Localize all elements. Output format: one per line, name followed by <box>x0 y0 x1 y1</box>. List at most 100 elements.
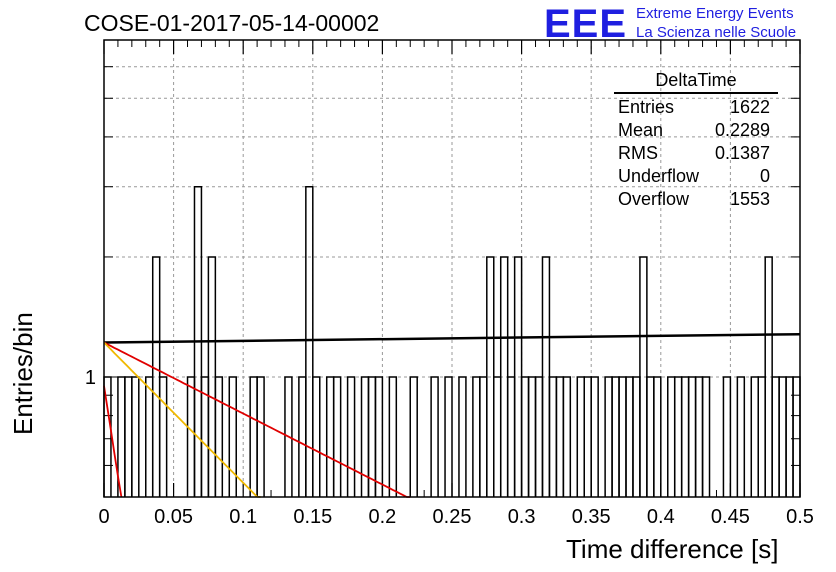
stats-title: DeltaTime <box>614 70 778 94</box>
histogram-bar <box>430 376 439 497</box>
histogram-bar <box>680 376 690 497</box>
histogram-bar <box>145 376 154 497</box>
histogram-bar <box>214 376 224 497</box>
stats-row-rms: RMS 0.1387 <box>614 142 778 165</box>
stats-box: DeltaTime Entries 1622 Mean 0.2289 RMS 0.13… <box>614 70 778 211</box>
histogram-bar <box>576 376 585 497</box>
histogram-bar <box>493 376 502 497</box>
y-axis-label: Entries/bin <box>8 312 38 435</box>
histogram-bar <box>653 376 662 497</box>
histogram-bar <box>701 376 711 497</box>
histogram-bar <box>228 376 237 497</box>
histogram-bar <box>325 376 335 497</box>
stats-label: Underflow <box>618 166 700 186</box>
stats-row-mean: Mean 0.2289 <box>614 119 778 142</box>
histogram-bar <box>673 376 683 497</box>
stats-value: 1622 <box>729 97 770 117</box>
histogram-bar <box>534 376 544 497</box>
histogram-bar <box>458 376 467 497</box>
stats-row-underflow: Underflow 0 <box>614 165 778 188</box>
histogram-bar <box>625 376 634 497</box>
histogram-bar <box>312 376 321 497</box>
histogram-bar <box>520 376 530 497</box>
x-tick-label: 0 <box>98 506 109 528</box>
eee-logo: EEE <box>544 2 628 46</box>
stats-value: 0.2289 <box>714 120 770 140</box>
histogram-bar <box>506 376 516 497</box>
histogram-bar <box>298 376 307 497</box>
x-tick-label: 0.2 <box>368 506 396 528</box>
histogram-bar <box>360 376 370 497</box>
logo-line-1: Extreme Energy Events <box>636 5 794 22</box>
fit-curve-exp-red-long <box>103 341 411 498</box>
histogram-bar <box>124 376 133 497</box>
histogram-bar <box>611 376 620 497</box>
x-tick-label: 0.5 <box>786 506 814 528</box>
y-tick-labels: 1 <box>85 367 96 389</box>
histogram-bar <box>374 376 384 497</box>
x-tick-labels: 0 0.05 0.1 0.15 0.2 0.25 0.3 0.35 0.4 0.45 0.5 <box>98 506 813 528</box>
histogram-bar <box>757 376 766 497</box>
x-tick-label: 0.3 <box>508 506 536 528</box>
histogram-bar <box>667 376 676 497</box>
stats-value: 0.1387 <box>714 143 770 163</box>
fit-curves <box>103 332 801 498</box>
histogram-bar <box>694 376 704 497</box>
histogram-bar <box>632 376 641 497</box>
histogram-bar <box>256 376 265 497</box>
histogram-bar <box>332 376 342 497</box>
stats-label: Overflow <box>618 189 690 209</box>
histogram-bar <box>750 376 759 497</box>
fit-curve-exp-red-steep <box>103 385 123 498</box>
histogram-bar <box>131 376 140 497</box>
histogram-bar <box>186 376 196 497</box>
fit-curve-exp-yellow <box>103 341 261 498</box>
histogram-bar <box>618 376 627 497</box>
histogram-bar <box>555 376 565 497</box>
x-tick-label: 0.1 <box>229 506 257 528</box>
histogram-bar <box>687 376 697 497</box>
logo-caption: Extreme Energy Events La Scienza nelle S… <box>636 4 796 42</box>
logo-line-2: La Scienza nelle Scuole <box>636 24 797 41</box>
stats-label: Mean <box>618 120 664 140</box>
histogram-bar <box>646 376 655 497</box>
x-tick-label: 0.4 <box>647 506 675 528</box>
histogram-bar <box>444 376 453 497</box>
histogram-bar <box>527 376 537 497</box>
stats-row-entries: Entries 1622 <box>614 96 778 119</box>
x-tick-label: 0.15 <box>293 506 332 528</box>
histogram-bar <box>346 376 356 497</box>
histogram-bar <box>249 376 258 497</box>
y-tick-label: 1 <box>85 367 96 389</box>
histogram-bar <box>479 376 488 497</box>
stats-value: 0 <box>759 166 770 186</box>
histogram-bars <box>103 185 801 497</box>
x-tick-label: 0.05 <box>154 506 193 528</box>
x-tick-label: 0.25 <box>433 506 472 528</box>
histogram-bar <box>778 376 787 497</box>
histogram-bar <box>583 376 592 497</box>
stats-value: 1553 <box>729 189 770 209</box>
histogram-bar <box>388 376 398 497</box>
x-tick-label: 0.35 <box>572 506 611 528</box>
histogram-bar <box>284 376 293 497</box>
fit-curve-flat <box>103 332 801 344</box>
histogram-bar <box>409 376 418 497</box>
histogram-bar <box>604 376 613 497</box>
histogram-bar <box>771 376 780 497</box>
histogram-bar <box>158 376 168 497</box>
x-tick-label: 0.45 <box>711 506 750 528</box>
histogram-bar <box>722 376 732 497</box>
histogram-bar <box>548 376 558 497</box>
histogram-bar <box>305 185 314 497</box>
histogram-bar <box>562 376 572 497</box>
stats-row-overflow: Overflow 1553 <box>614 188 778 211</box>
histogram-bar <box>590 376 599 497</box>
x-axis-label: Time difference [s] <box>566 534 779 564</box>
histogram-bar <box>472 376 481 497</box>
histogram-bar <box>736 376 746 497</box>
stats-label: Entries <box>618 97 675 117</box>
stats-label: RMS <box>618 143 658 163</box>
